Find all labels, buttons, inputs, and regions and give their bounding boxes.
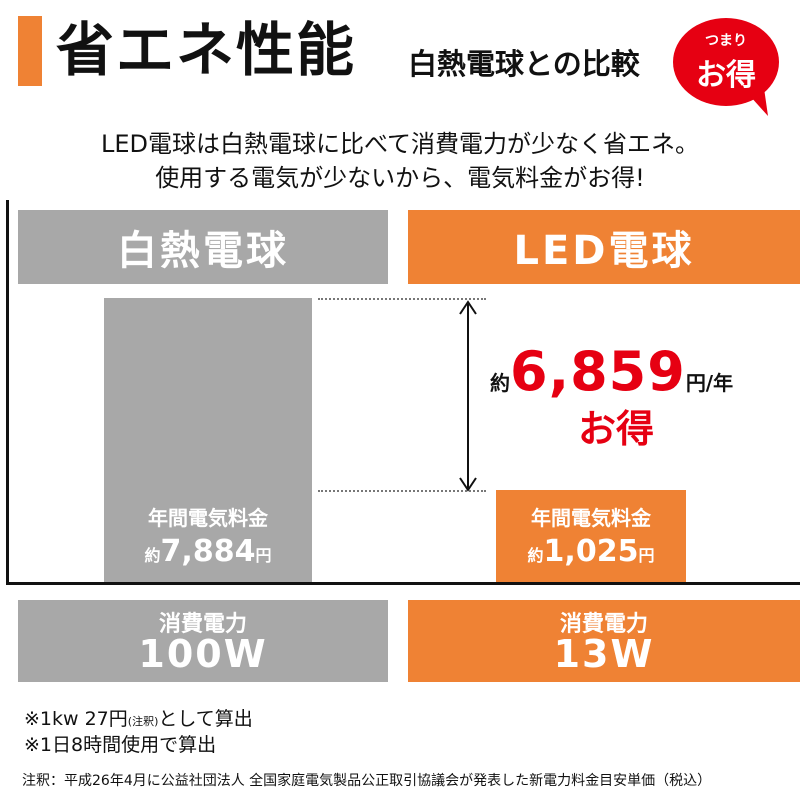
badge-text: お得 — [696, 58, 756, 93]
note-rate-annotation: (注釈) — [127, 715, 159, 728]
intro-line-1: LED電球は白熱電球に比べて消費電力が少なく省エネ。 — [100, 130, 700, 158]
saving-label: お得 — [578, 407, 655, 451]
note-rate: ※1kw 27円(注釈)として算出 — [24, 704, 253, 731]
led-cost-unit: 円 — [638, 546, 655, 565]
chart-frame-left — [6, 200, 9, 585]
page-subtitle: 白熱電球との比較 — [408, 47, 640, 81]
led-cost-value: 約1,025円 — [496, 534, 686, 569]
footnote: 注釈：平成26年4月に公益社団法人 全国家庭電気製品公正取引協議会が発表した新電… — [22, 773, 712, 789]
badge-caption: つまり — [705, 33, 747, 49]
note-rate-end: として算出 — [158, 708, 253, 730]
saving-value: 6,859 — [510, 340, 686, 403]
led-cost-amount: 1,025 — [543, 534, 639, 569]
led-cost-label: 年間電気料金 — [531, 506, 651, 530]
intro-line-2: 使用する電気が少ないから、電気料金がお得! — [155, 164, 645, 192]
incandescent-power-label: 消費電力 — [158, 612, 247, 637]
incandescent-cost-label: 年間電気料金 — [148, 506, 268, 530]
led-power-value: 13W — [553, 632, 655, 676]
saving-prefix: 約 — [490, 371, 510, 395]
note-rate-main: ※1kw 27円 — [24, 708, 128, 730]
incandescent-cost-amount: 7,884 — [160, 534, 256, 569]
saving-amount: 約6,859円/年 — [490, 340, 760, 403]
incandescent-power-value: 100W — [138, 632, 268, 676]
speech-bubble-icon — [673, 18, 779, 116]
incandescent-cost-value: 約7,884円 — [104, 534, 312, 569]
double-arrow-icon — [456, 300, 480, 492]
incandescent-power-box: 消費電力 100W — [18, 600, 388, 682]
led-power-box: 消費電力 13W — [408, 600, 800, 682]
led-power-label: 消費電力 — [559, 612, 648, 637]
led-header: LED電球 — [408, 210, 800, 284]
title-accent-bar — [18, 16, 42, 86]
speech-bubble-badge: つまり お得 — [672, 16, 786, 118]
saving-unit: 円/年 — [685, 371, 734, 395]
page-title: 省エネ性能 — [56, 16, 357, 84]
led-cost-bar: 年間電気料金 約1,025円 — [496, 490, 686, 582]
guide-line-bottom — [318, 490, 486, 492]
incandescent-cost-prefix: 約 — [144, 546, 161, 565]
note-usage: ※1日8時間使用で算出 — [24, 734, 217, 756]
led-cost-prefix: 約 — [527, 546, 544, 565]
chart-frame-bottom — [6, 582, 800, 585]
incandescent-cost-unit: 円 — [255, 546, 272, 565]
incandescent-header: 白熱電球 — [18, 210, 388, 284]
incandescent-cost-bar: 年間電気料金 約7,884円 — [104, 298, 312, 582]
guide-line-top — [318, 298, 486, 300]
